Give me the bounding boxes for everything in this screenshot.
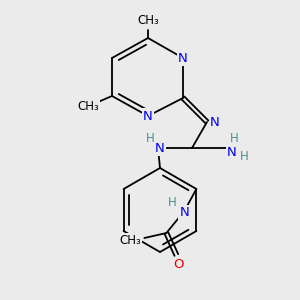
Text: H: H: [230, 131, 238, 145]
Text: CH₃: CH₃: [137, 14, 159, 26]
Text: N: N: [155, 142, 165, 154]
Text: N: N: [210, 116, 220, 128]
Text: H: H: [168, 196, 177, 209]
Text: H: H: [146, 131, 154, 145]
Text: N: N: [178, 52, 188, 64]
Text: CH₃: CH₃: [119, 233, 141, 247]
Text: N: N: [179, 206, 189, 220]
Text: N: N: [227, 146, 237, 158]
Text: CH₃: CH₃: [77, 100, 99, 112]
Text: N: N: [143, 110, 153, 122]
Text: O: O: [173, 259, 184, 272]
Text: H: H: [240, 149, 248, 163]
